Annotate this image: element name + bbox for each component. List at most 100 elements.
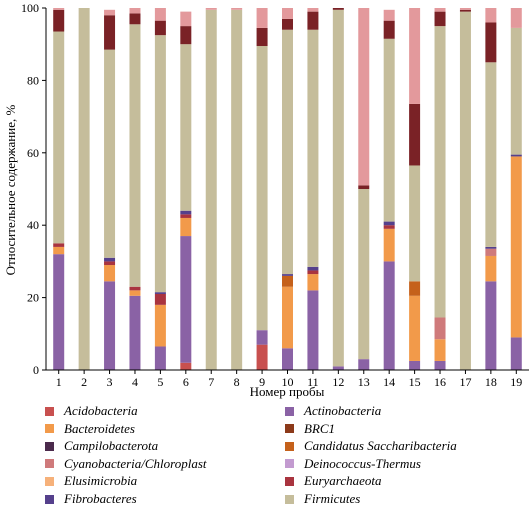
bar-segment xyxy=(154,304,166,347)
legend-label: Fibrobacteres xyxy=(64,491,137,506)
bar-segment xyxy=(231,9,243,371)
bar-segment xyxy=(409,295,421,361)
bars xyxy=(53,8,522,371)
bar-segment xyxy=(434,317,446,340)
bar-segment xyxy=(154,20,166,36)
y-tick-label: 100 xyxy=(21,1,39,15)
legend-label: Deinococcus-Thermus xyxy=(304,455,421,471)
bar-segment xyxy=(409,281,421,296)
bar-segment xyxy=(78,8,90,370)
bar-segment xyxy=(332,9,344,367)
x-tick-label: 5 xyxy=(157,375,163,389)
bar-segment xyxy=(358,8,370,186)
x-tick-label: 13 xyxy=(358,375,370,389)
bar-segment xyxy=(104,265,116,282)
stacked-bar-chart: Относительное содержание, % 020406080100… xyxy=(3,1,529,399)
legend-item: Candidatus Saccharibacteria xyxy=(285,437,457,455)
bar-segment xyxy=(180,44,192,211)
bar-segment xyxy=(180,11,192,27)
bar-segment xyxy=(307,29,319,267)
bar-segment xyxy=(383,225,395,229)
bar-segment xyxy=(307,266,319,271)
legend-item: Actinobacteria xyxy=(285,402,381,420)
legend-swatch xyxy=(285,494,294,504)
y-tick-label: 20 xyxy=(27,291,39,305)
legend-swatch xyxy=(285,424,294,434)
bar-segment xyxy=(307,274,319,291)
legend-label: Euryarchaeota xyxy=(304,473,382,489)
x-axis-ticks: 1 2 3 4 5 6 7 8 9 10 11 12 13 14 15 16 17 18 19 xyxy=(56,370,522,389)
bar-segment xyxy=(104,261,116,266)
bar-segment xyxy=(485,62,497,247)
legend-item: Firmicutes xyxy=(285,490,360,508)
bar-segment xyxy=(358,359,370,370)
bar-segment xyxy=(129,295,141,370)
x-tick-label: 2 xyxy=(81,375,87,389)
bar-segment xyxy=(332,366,344,370)
bar-segment xyxy=(409,360,421,370)
bar-segment xyxy=(383,261,395,370)
x-tick-label: 3 xyxy=(107,375,113,389)
legend-label: Candidatus Saccharibacteria xyxy=(304,438,457,454)
bar-segment xyxy=(104,9,116,16)
bar-segment xyxy=(510,337,522,370)
legend-swatch xyxy=(45,494,54,504)
legend-item: Deinococcus-Thermus xyxy=(285,455,421,473)
legend-swatch xyxy=(45,406,54,416)
y-axis-label: Относительное содержание, % xyxy=(3,105,18,276)
bar-segment xyxy=(205,9,217,371)
bar-segment xyxy=(53,9,65,32)
bar-segment xyxy=(104,257,116,262)
legend-item: Acidobacteria xyxy=(45,402,138,420)
bar-segment xyxy=(180,236,192,363)
bar-segment xyxy=(129,13,141,25)
y-tick-label: 40 xyxy=(27,218,39,232)
bar-segment xyxy=(154,346,166,370)
legend-label: Acidobacteria xyxy=(64,403,138,418)
x-tick-label: 12 xyxy=(332,375,344,389)
x-tick-label: 9 xyxy=(259,375,265,389)
bar-segment xyxy=(510,8,522,28)
bar-segment xyxy=(485,255,497,282)
legend-label: Bacteroidetes xyxy=(64,420,135,436)
bar-segment xyxy=(129,24,141,287)
bar-segment xyxy=(332,8,344,10)
y-tick-label: 60 xyxy=(27,146,39,160)
bar-segment xyxy=(383,38,395,222)
y-axis-ticks: 0 20 40 60 80 100 xyxy=(21,1,46,377)
bar-segment xyxy=(282,286,293,349)
bar-segment xyxy=(282,275,293,287)
legend-label: Firmicutes xyxy=(304,491,361,506)
bar-segment xyxy=(459,8,471,10)
bar-segment xyxy=(485,22,497,63)
bar-segment xyxy=(256,344,268,370)
bar-segment xyxy=(307,11,319,30)
x-tick-label: 11 xyxy=(307,375,319,389)
legend-swatch xyxy=(45,441,54,451)
bar-segment xyxy=(129,290,141,296)
legend-swatch xyxy=(285,459,294,469)
bar-segment xyxy=(53,243,65,247)
bar-segment xyxy=(307,270,319,275)
bar-segment xyxy=(434,339,446,361)
y-tick-label: 0 xyxy=(33,363,39,377)
bar-segment xyxy=(383,221,395,226)
legend: Acidobacteria Actinobacteria Bacteroidetes… xyxy=(40,402,530,514)
x-tick-label: 16 xyxy=(434,375,446,389)
bar-segment xyxy=(383,228,395,262)
bar-segment xyxy=(256,46,268,331)
bar-segment xyxy=(53,8,65,10)
bar-segment xyxy=(154,293,166,305)
bar-segment xyxy=(104,49,116,258)
bar-segment xyxy=(180,26,192,45)
bar-segment xyxy=(434,8,446,12)
bar-segment xyxy=(409,8,421,104)
bar-segment xyxy=(104,15,116,50)
bar-segment xyxy=(180,214,192,218)
legend-swatch xyxy=(45,424,54,434)
bar-segment xyxy=(358,189,370,360)
legend-item: Campilobacterota xyxy=(45,437,158,455)
bar-segment xyxy=(53,31,65,244)
legend-item: Elusimicrobia xyxy=(45,472,137,490)
x-tick-label: 14 xyxy=(383,375,395,389)
